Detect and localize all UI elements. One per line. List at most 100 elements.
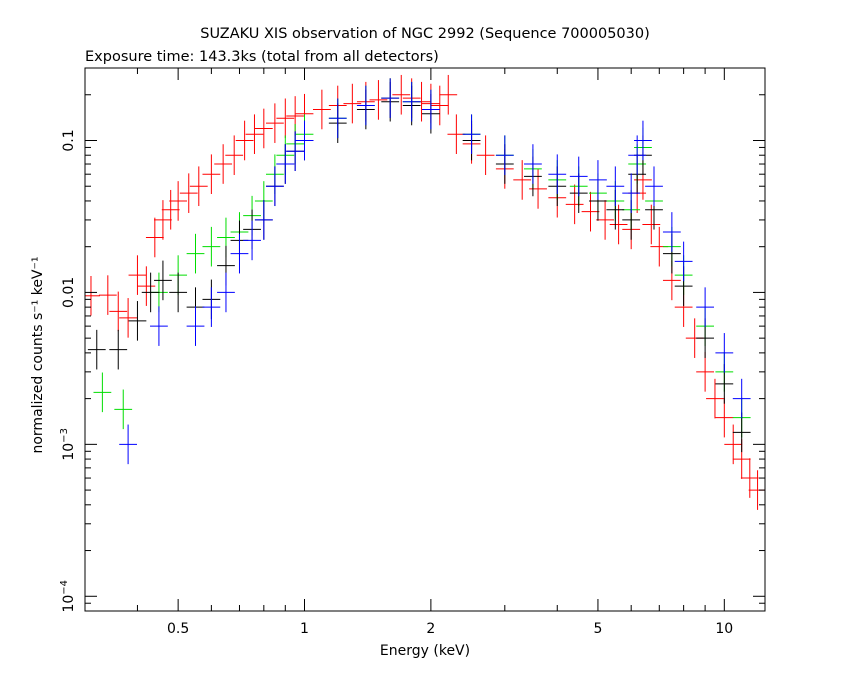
data-point <box>276 144 295 184</box>
data-point <box>295 120 314 161</box>
data-point <box>674 241 693 282</box>
data-point <box>141 272 160 313</box>
chart-title: SUZAKU XIS observation of NGC 2992 (Sequ… <box>200 26 650 42</box>
data-point <box>150 306 168 346</box>
data-point <box>421 89 440 130</box>
data-point <box>430 85 449 126</box>
data-point <box>254 108 273 149</box>
data-point <box>381 78 400 118</box>
data-point <box>202 154 221 194</box>
series-2 <box>87 81 751 453</box>
data-point <box>447 114 466 155</box>
data-point <box>645 166 663 207</box>
data-point <box>145 217 164 258</box>
data-point <box>186 233 205 274</box>
y-tick-label: 10−3 <box>59 428 77 461</box>
data-point <box>715 397 734 438</box>
data-point <box>589 160 607 200</box>
data-point <box>85 276 100 316</box>
x-tick-label: 5 <box>593 621 602 637</box>
data-point <box>186 306 205 346</box>
data-point <box>119 298 137 338</box>
data-point <box>740 458 759 498</box>
data-point <box>462 114 481 155</box>
data-point <box>119 424 137 465</box>
data-point <box>662 212 681 252</box>
data-point <box>634 120 652 161</box>
data-point <box>706 378 724 419</box>
data-point <box>606 166 625 207</box>
data-point <box>202 226 221 267</box>
data-point <box>529 169 547 209</box>
data-point <box>202 287 221 327</box>
data-point <box>276 98 295 139</box>
data-point <box>154 260 172 301</box>
data-point <box>114 389 133 430</box>
data-point <box>265 166 284 207</box>
data-point <box>565 184 584 225</box>
data-point <box>609 204 628 245</box>
data-point <box>732 378 751 419</box>
data-point <box>581 191 600 232</box>
data-point <box>569 156 588 197</box>
data-point <box>439 74 458 115</box>
data-point <box>495 135 514 176</box>
y-tick-label: 0.1 <box>61 129 77 151</box>
data-point <box>87 329 106 370</box>
data-point <box>596 200 614 240</box>
data-point <box>109 291 128 332</box>
data-point <box>724 424 743 465</box>
chart-subtitle: Exposure time: 143.3ks (total from all d… <box>85 49 439 65</box>
data-point <box>154 200 172 240</box>
data-point <box>715 333 734 373</box>
data-point <box>328 98 347 139</box>
data-point <box>369 80 388 120</box>
data-point <box>189 166 208 207</box>
data-point <box>696 287 715 327</box>
data-point <box>286 131 305 172</box>
data-point <box>169 181 188 221</box>
data-point <box>356 85 375 126</box>
data-point <box>98 275 117 315</box>
y-axis-label: normalized counts s⁻¹ keV⁻¹ <box>30 256 46 453</box>
data-point <box>109 329 128 370</box>
data-point <box>642 204 661 245</box>
data-point <box>343 83 362 124</box>
data-point <box>225 135 244 176</box>
data-point <box>93 372 112 413</box>
series-1 <box>93 78 751 438</box>
data-point <box>230 233 249 274</box>
data-point <box>254 200 273 240</box>
data-point <box>161 189 180 230</box>
data-point <box>392 74 411 115</box>
data-point <box>128 301 147 341</box>
data-point <box>245 114 264 155</box>
data-point <box>179 173 198 213</box>
series-3 <box>119 78 751 465</box>
data-point <box>513 160 532 200</box>
y-tick-label: 0.01 <box>61 277 77 308</box>
tick-layer: 0.5 1 2 5 10 10−4 10−3 0.01 0.1 <box>59 68 765 637</box>
data-layer <box>85 74 765 510</box>
data-point <box>169 272 188 313</box>
x-tick-label: 2 <box>426 621 435 637</box>
data-point <box>476 135 495 176</box>
data-point <box>217 272 235 313</box>
y-tick-exponent: −3 <box>59 428 70 443</box>
data-point <box>312 89 331 130</box>
data-point <box>235 120 254 161</box>
plot-frame <box>84 67 766 612</box>
data-point <box>265 103 284 143</box>
data-point <box>548 154 567 194</box>
data-point <box>524 144 542 184</box>
x-tick-label: 1 <box>300 621 309 637</box>
y-tick-exponent: −4 <box>59 580 70 595</box>
data-point <box>622 173 641 213</box>
data-point <box>137 266 156 306</box>
x-axis-label: Energy (keV) <box>380 643 470 659</box>
data-point <box>696 352 715 392</box>
data-point <box>243 220 261 261</box>
x-tick-label: 10 <box>715 621 733 637</box>
data-point <box>732 412 751 453</box>
